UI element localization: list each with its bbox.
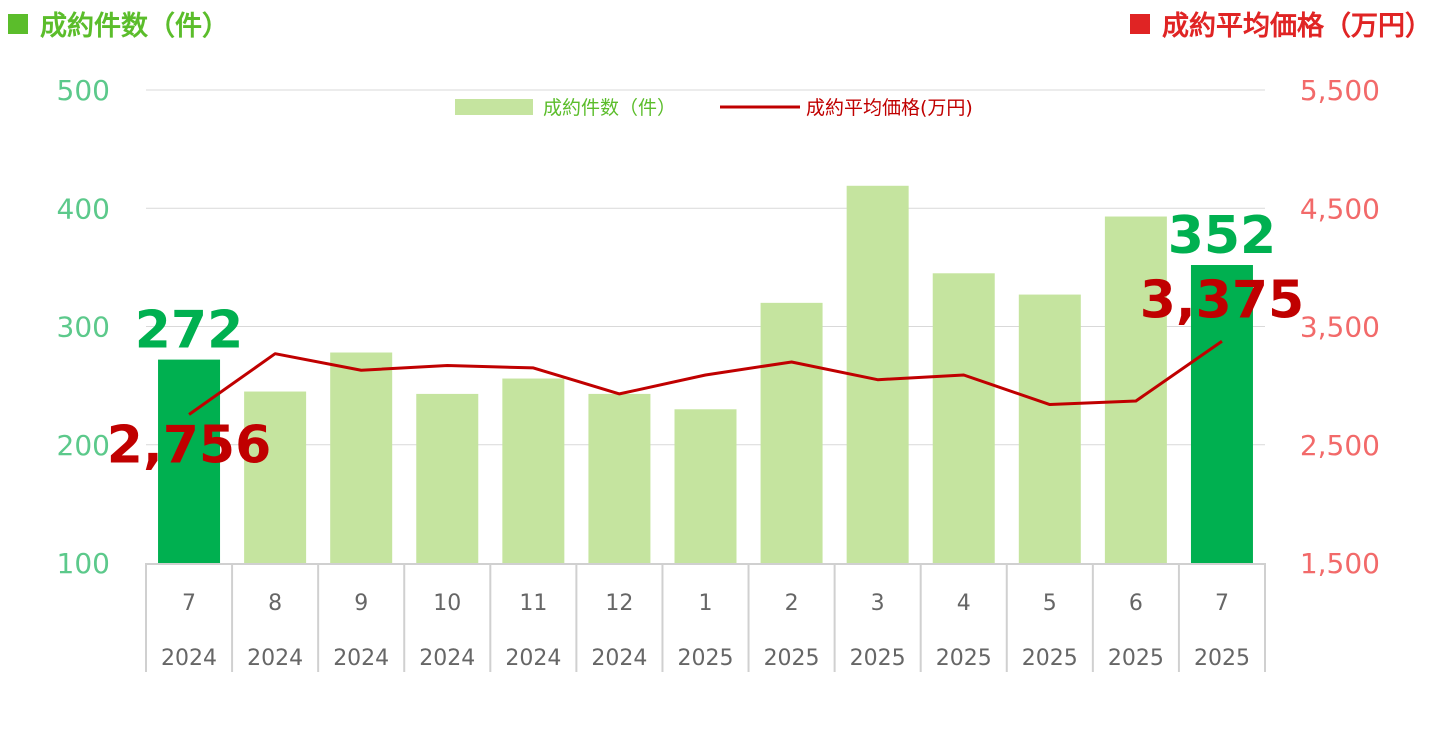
bar (674, 409, 737, 563)
x-tick-month: 5 (1043, 591, 1057, 616)
right-axis-tick-label: 3,500 (1300, 311, 1380, 344)
x-tick-month: 12 (605, 591, 633, 616)
axes: 100 200 300 400 500 1,500 2,500 3,500 4,500 5,500… (57, 74, 1380, 672)
bar (1018, 294, 1081, 563)
x-tick-year: 2024 (161, 646, 217, 671)
gridlines (146, 89, 1265, 446)
x-tick-year: 2024 (505, 646, 561, 671)
x-tick-year: 2025 (1194, 646, 1250, 671)
right-axis-tick-label: 5,500 (1300, 74, 1380, 107)
right-axis-title-text: 成約平均価格（万円） (1162, 11, 1432, 42)
x-tick-month: 8 (268, 591, 282, 616)
count-data-label: 352 (1168, 206, 1277, 266)
legend: 成約件数（件） 成約平均価格(万円) (455, 97, 973, 119)
x-tick-month: 7 (1215, 591, 1229, 616)
left-axis-title: 成約件数（件） (8, 4, 229, 43)
bar (588, 393, 651, 563)
x-tick-month: 7 (182, 591, 196, 616)
right-axis-title: 成約平均価格（万円） (1130, 4, 1432, 43)
x-tick-year: 2025 (936, 646, 992, 671)
bar (244, 391, 307, 563)
bar (932, 273, 995, 563)
left-axis-tick-label: 200 (57, 429, 110, 462)
right-axis-tick-label: 1,500 (1300, 547, 1380, 580)
bar (502, 378, 565, 563)
left-axis-tick-label: 400 (57, 192, 110, 225)
x-tick-year: 2025 (764, 646, 820, 671)
price-data-label: 2,756 (107, 415, 271, 475)
x-tick-year: 2025 (678, 646, 734, 671)
x-tick-month: 11 (519, 591, 547, 616)
left-axis-tick-label: 100 (57, 547, 110, 580)
x-tick-month: 6 (1129, 591, 1143, 616)
x-tick-year: 2024 (247, 646, 303, 671)
x-tick-month: 1 (699, 591, 713, 616)
line-series (188, 340, 1223, 416)
bar (330, 352, 393, 563)
bar (1190, 265, 1253, 563)
x-tick-month: 4 (957, 591, 971, 616)
bar (158, 359, 221, 563)
left-axis-tick-label: 300 (57, 311, 110, 344)
legend-bar-label: 成約件数（件） (543, 97, 676, 119)
x-tick-year: 2024 (333, 646, 389, 671)
x-tick-month: 3 (871, 591, 885, 616)
x-tick-year: 2024 (419, 646, 475, 671)
x-tick-month: 10 (433, 591, 461, 616)
bar (760, 302, 823, 563)
legend-line-label: 成約平均価格(万円) (806, 97, 973, 119)
x-tick-year: 2025 (1108, 646, 1164, 671)
right-axis-tick-label: 2,500 (1300, 429, 1380, 462)
count-data-label: 272 (135, 301, 244, 361)
x-tick-year: 2024 (591, 646, 647, 671)
price-line (188, 340, 1223, 416)
x-tick-month: 2 (785, 591, 799, 616)
bar (416, 393, 479, 563)
bar (1104, 216, 1167, 563)
price-data-label: 3,375 (1140, 270, 1304, 330)
right-axis-tick-label: 4,500 (1300, 192, 1380, 225)
x-tick-month: 9 (354, 591, 368, 616)
legend-bar-swatch (455, 99, 533, 115)
left-axis-title-text: 成約件数（件） (40, 11, 229, 42)
x-tick-year: 2025 (1022, 646, 1078, 671)
red-square-icon (1130, 13, 1150, 34)
green-square-icon (8, 13, 28, 34)
left-axis-tick-label: 500 (57, 74, 110, 107)
x-tick-year: 2025 (850, 646, 906, 671)
